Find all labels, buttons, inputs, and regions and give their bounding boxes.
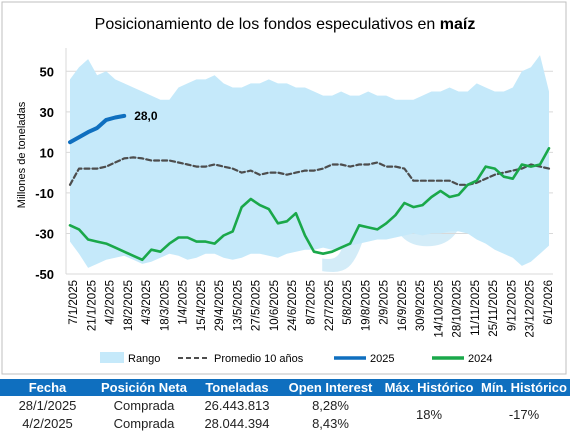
x-tick-label: 6/1/2026 (543, 280, 555, 325)
header-posicion-neta: Posición Neta (95, 379, 193, 396)
y-tick-label: 50 (40, 64, 54, 79)
header-max-historico: Máx. Histórico (380, 379, 478, 396)
x-tick-label: 10/6/2025 (269, 280, 281, 331)
stats-header-row: Fecha Posición Neta Toneladas Open Inter… (0, 379, 570, 396)
series-2024-line (68, 147, 551, 262)
legend-swatch-rango (100, 352, 124, 363)
cell-toneladas: 28.044.394 (204, 415, 270, 431)
x-tick-label: 16/9/2025 (397, 280, 409, 331)
legend-label: 2024 (468, 353, 492, 365)
x-tick-labels: 7/1/2025 21/1/2025 4/2/2025 18/2/2025 4/3/20… (68, 280, 555, 338)
x-tick-label: 5/8/2025 (342, 280, 354, 325)
legend-label: Promedio 10 años (214, 353, 304, 365)
series-2025-line (68, 113, 127, 145)
cell-posicion: Comprada (113, 397, 175, 413)
cell-toneladas: 26.443.813 (204, 397, 270, 413)
header-open-interest: Open Interest (281, 379, 380, 396)
x-tick-label: 30/9/2025 (415, 280, 427, 331)
cell-fecha: 28/1/2025 (18, 397, 77, 413)
x-tick-label: 27/5/2025 (251, 280, 263, 331)
range-area-layer (70, 55, 549, 268)
x-tick-label: 19/8/2025 (360, 280, 372, 331)
x-tick-label: 14/10/2025 (433, 280, 445, 338)
x-tick-label: 18/2/2025 (123, 280, 135, 331)
x-tick-label: 1/4/2025 (178, 280, 190, 325)
x-tick-label: 24/6/2025 (287, 280, 299, 331)
legend: Rango Promedio 10 años 2025 2024 (100, 352, 492, 365)
x-tick-label: 15/4/2025 (196, 280, 208, 331)
cell-open-interest: 8,43% (312, 415, 349, 431)
stats-row: 28/1/2025 Comprada 26.443.813 8,28% 18% … (0, 396, 570, 422)
x-tick-label: 22/7/2025 (324, 280, 336, 331)
x-tick-label: 9/12/2025 (507, 280, 519, 331)
last-value-label: 28,0 (134, 109, 158, 123)
series-layer (68, 113, 551, 262)
x-tick-label: 23/12/2025 (525, 280, 537, 338)
x-tick-label: 8/7/2025 (306, 280, 318, 325)
x-tick-label: 28/10/2025 (452, 280, 464, 338)
y-tick-label: 10 (40, 145, 54, 160)
cell-max-historico: 18% (415, 406, 443, 422)
range-area (70, 55, 549, 268)
y-tick-label: -30 (35, 226, 54, 241)
cell-fecha: 4/2/2025 (22, 415, 73, 431)
chart-title: Posicionamiento de los fondos especulati… (95, 16, 476, 33)
legend-label: Rango (128, 353, 160, 365)
y-tick-labels: 50 30 10 -10 -30 -50 (35, 64, 54, 282)
x-tick-label: 11/11/2025 (470, 280, 482, 336)
x-tick-label: 13/5/2025 (232, 280, 244, 331)
x-tick-label: 29/4/2025 (214, 280, 226, 331)
x-tick-label: 21/1/2025 (86, 280, 98, 331)
y-tick-label: 30 (40, 105, 54, 120)
cell-min-historico: -17% (508, 406, 540, 422)
x-tick-label: 4/3/2025 (141, 280, 153, 325)
x-tick-label: 2/9/2025 (379, 280, 391, 325)
stats-row: 4/2/2025 Comprada 28.044.394 8,43% (0, 414, 570, 432)
y-tick-label: -50 (35, 267, 54, 282)
stats-table: Fecha Posición Neta Toneladas Open Inter… (0, 379, 570, 432)
x-tick-label: 25/11/2025 (488, 280, 500, 337)
x-tick-label: 18/3/2025 (159, 280, 171, 331)
y-tick-label: -10 (35, 186, 54, 201)
legend-label: 2025 (370, 353, 394, 365)
header-toneladas: Toneladas (193, 379, 281, 396)
x-tick-label: 7/1/2025 (68, 280, 80, 325)
cell-posicion: Comprada (113, 415, 175, 431)
cell-open-interest: 8,28% (312, 397, 349, 413)
header-min-historico: Mín. Histórico (478, 379, 570, 396)
y-axis-label: Millones de toneladas (16, 101, 28, 208)
header-fecha: Fecha (0, 379, 95, 396)
x-tick-label: 4/2/2025 (105, 280, 117, 325)
